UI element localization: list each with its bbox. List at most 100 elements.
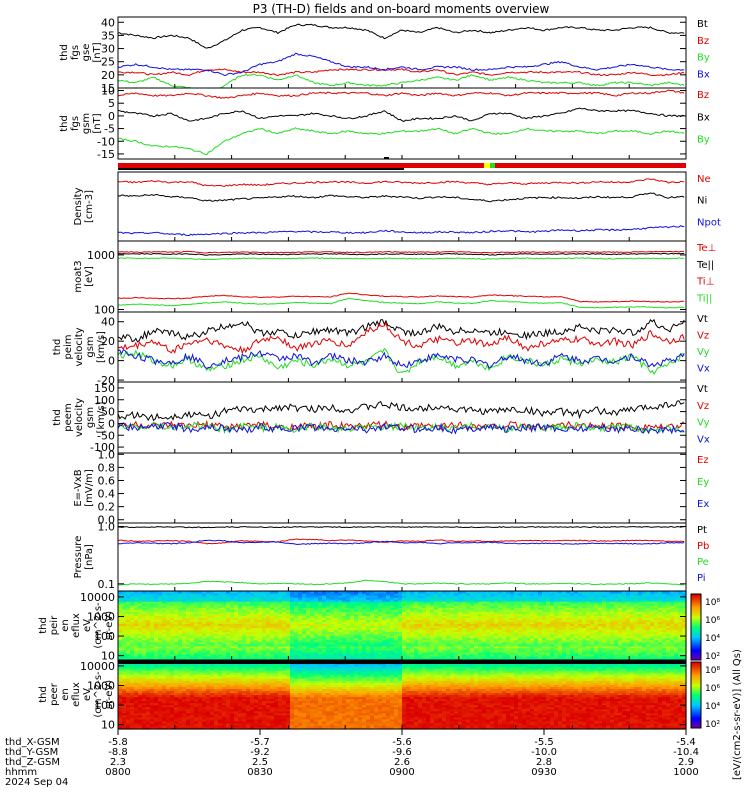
spectrogram-cell	[138, 591, 143, 594]
spectrogram-cell	[602, 639, 607, 643]
spectrogram-cell	[414, 607, 419, 610]
spectrogram-cell	[466, 651, 471, 655]
spectrogram-cell	[130, 609, 135, 612]
spectrogram-cell	[386, 613, 391, 616]
spectrogram-cell	[182, 639, 187, 643]
spectrogram-cell	[294, 649, 299, 653]
spectrogram-cell	[314, 599, 319, 602]
spectrogram-cell	[490, 621, 495, 624]
spectrogram-cell	[478, 613, 483, 616]
spectrogram-cell	[510, 645, 515, 649]
spectrogram-cell	[262, 605, 267, 608]
spectrogram-cell	[306, 609, 311, 612]
spectrogram-cell	[666, 637, 671, 641]
spectrogram-cell	[202, 611, 207, 614]
spectrogram-cell	[298, 593, 303, 596]
spectrogram-cell	[158, 643, 163, 647]
spectrogram-cell	[550, 631, 555, 635]
spectrogram-cell	[450, 641, 455, 645]
spectrogram-cell	[410, 627, 415, 631]
spectrogram-cell	[214, 611, 219, 614]
spectrogram-cell	[150, 637, 155, 641]
series-line-Bx	[117, 52, 685, 77]
spectrogram-cell	[422, 623, 427, 627]
spectrogram-cell	[586, 619, 591, 622]
spectrogram-cell	[622, 607, 627, 610]
spectrogram-cell	[142, 633, 147, 637]
spectrogram-cell	[302, 639, 307, 643]
spectrogram-cell	[602, 631, 607, 635]
spectrogram-cell	[158, 607, 163, 610]
spectrogram-cell	[518, 615, 523, 618]
spectrogram-cell	[514, 615, 519, 618]
spectrogram-cell	[266, 643, 271, 647]
spectrogram-cell	[318, 627, 323, 631]
spectrogram-cell	[534, 629, 539, 633]
spectrogram-cell	[438, 599, 443, 602]
spectrogram-cell	[146, 625, 151, 629]
spectrogram-cell	[174, 627, 179, 631]
spectrogram-cell	[654, 607, 659, 610]
spectrogram-cell	[162, 607, 167, 610]
spectrogram-cell	[426, 649, 431, 653]
spectrogram-cell	[566, 637, 571, 641]
spectrogram-cell	[206, 637, 211, 641]
spectrogram-cell	[618, 645, 623, 649]
spectrogram-cell	[342, 593, 347, 596]
series-line-By	[117, 73, 685, 89]
spectrogram-cell	[178, 615, 183, 618]
spectrogram-cell	[202, 627, 207, 631]
spectrogram-cell	[358, 643, 363, 647]
spectrogram-cell	[602, 611, 607, 614]
spectrogram-cell	[498, 635, 503, 639]
spectrogram-cell	[306, 633, 311, 637]
spectrogram-cell	[370, 599, 375, 602]
spectrogram-cell	[330, 633, 335, 637]
spectrogram-cell	[550, 617, 555, 620]
spectrogram-cell	[426, 635, 431, 639]
spectrogram-cell	[502, 591, 507, 594]
spectrogram-cell	[250, 655, 255, 659]
spectrogram-cell	[358, 629, 363, 633]
spectrogram-cell	[150, 645, 155, 649]
spectrogram-cell	[418, 629, 423, 633]
spectrogram-cell	[234, 643, 239, 647]
spectrogram-cell	[638, 639, 643, 643]
spectrogram-cell	[606, 607, 611, 610]
spectrogram-cell	[606, 631, 611, 635]
spectrogram-cell	[666, 627, 671, 631]
spectrogram-cell	[538, 639, 543, 643]
spectrogram-cell	[598, 623, 603, 627]
spectrogram-cell	[550, 641, 555, 645]
spectrogram-cell	[318, 631, 323, 635]
spectrogram-cell	[506, 607, 511, 610]
spectrogram-cell	[166, 613, 171, 616]
spectrogram-cell	[354, 601, 359, 604]
spectrogram-cell	[546, 637, 551, 641]
spectrogram-cell	[610, 655, 615, 659]
spectrogram-cell	[494, 617, 499, 620]
y-axis-label-line: [km/s]	[96, 331, 107, 363]
spectrogram-cell	[198, 617, 203, 620]
spectrogram-cell	[398, 599, 403, 602]
spectrogram-cell	[630, 621, 635, 624]
spectrogram-cell	[354, 599, 359, 602]
spectrogram-cell	[666, 609, 671, 612]
spectrogram-cell	[626, 595, 631, 598]
spectrogram-cell	[346, 651, 351, 655]
spectrogram-cell	[178, 619, 183, 622]
spectrogram-cell	[430, 601, 435, 604]
series-line-Tgreen	[118, 257, 685, 261]
spectrogram-cell	[534, 603, 539, 606]
spectrogram-cell	[222, 591, 227, 594]
y-axis-label-line: [cm-3]	[84, 190, 95, 223]
spectrogram-cell	[302, 621, 307, 624]
spectrogram-cell	[530, 637, 535, 641]
spectrogram-cell	[398, 658, 403, 661]
spectrogram-cell	[298, 597, 303, 600]
spectrogram-cell	[634, 635, 639, 639]
spectrogram-cell	[194, 645, 199, 649]
spectrogram-cell	[434, 595, 439, 598]
spectrogram-cell	[342, 655, 347, 659]
spectrogram-cell	[306, 643, 311, 647]
